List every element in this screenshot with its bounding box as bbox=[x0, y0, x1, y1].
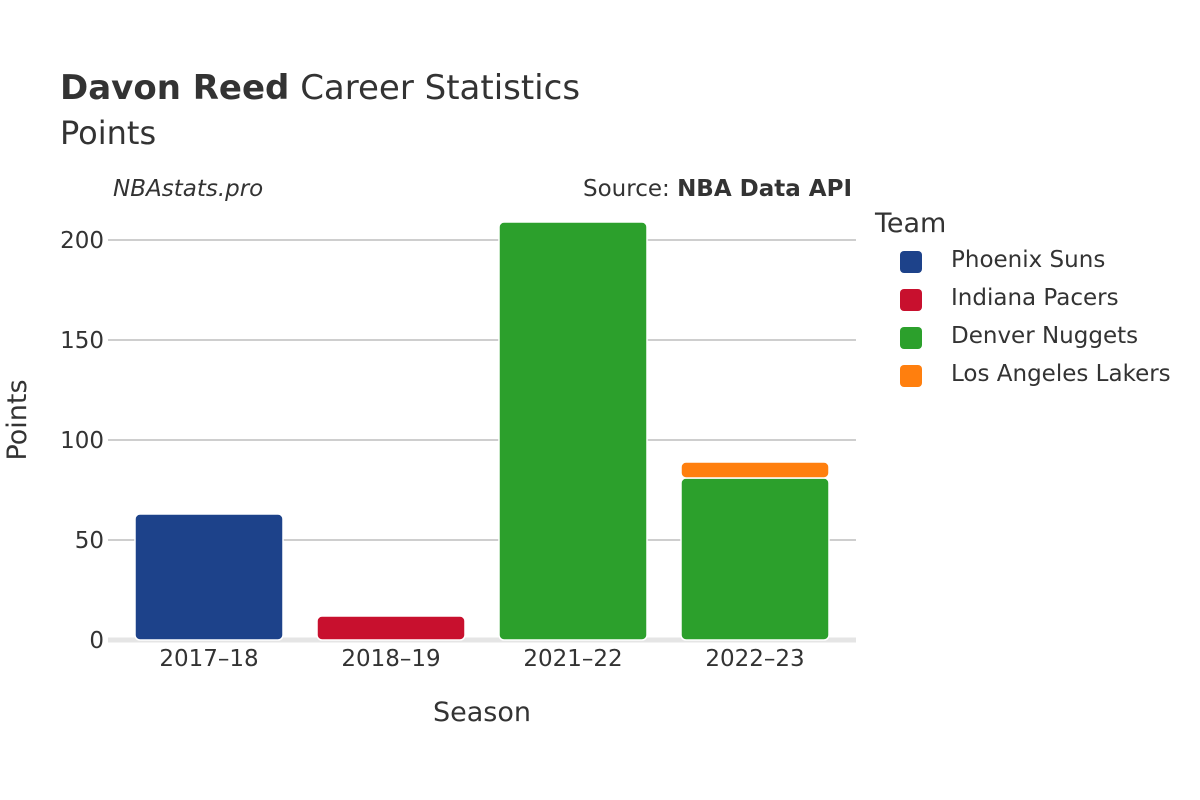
source-name: NBA Data API bbox=[677, 176, 852, 202]
legend-swatch bbox=[900, 327, 922, 349]
y-tick-label: 150 bbox=[60, 328, 104, 354]
data-source: Source: NBA Data API bbox=[583, 176, 852, 202]
legend-label: Indiana Pacers bbox=[951, 285, 1119, 311]
legend-label: Denver Nuggets bbox=[951, 323, 1139, 349]
chart-title: Davon Reed Career Statistics bbox=[60, 66, 580, 110]
legend-item-denver-nuggets[interactable]: Denver Nuggets bbox=[875, 321, 1195, 359]
title-rest: Career Statistics bbox=[300, 68, 581, 108]
y-axis-label: Points bbox=[2, 379, 33, 460]
bar-phoenix-suns[interactable] bbox=[134, 513, 284, 641]
bar-los-angeles-lakers[interactable] bbox=[680, 461, 830, 479]
legend-title: Team bbox=[875, 208, 947, 239]
y-tick-label: 50 bbox=[75, 528, 104, 554]
legend-swatch bbox=[900, 251, 922, 273]
legend-label: Phoenix Suns bbox=[951, 247, 1106, 273]
legend-swatch bbox=[900, 365, 922, 387]
x-tick-labels: 2017–18 2018–19 2021–22 2022–23 bbox=[159, 646, 804, 672]
legend-swatch bbox=[900, 289, 922, 311]
bar-denver-nuggets[interactable] bbox=[498, 221, 648, 641]
y-tick-label: 200 bbox=[60, 228, 104, 254]
y-tick-label: 0 bbox=[89, 628, 104, 654]
x-tick-label: 2017–18 bbox=[159, 646, 258, 672]
x-tick-label: 2018–19 bbox=[341, 646, 440, 672]
source-prefix: Source: bbox=[583, 176, 678, 202]
legend-item-indiana-pacers[interactable]: Indiana Pacers bbox=[875, 283, 1195, 321]
bar-indiana-pacers[interactable] bbox=[316, 615, 466, 641]
y-tick-labels: 0 50 100 150 200 bbox=[60, 228, 104, 654]
legend-item-los-angeles-lakers[interactable]: Los Angeles Lakers bbox=[875, 359, 1195, 397]
x-axis-label: Season bbox=[433, 697, 531, 728]
legend-label: Los Angeles Lakers bbox=[951, 361, 1171, 387]
legend-item-phoenix-suns[interactable]: Phoenix Suns bbox=[875, 245, 1195, 283]
legend: Team Phoenix Suns Indiana Pacers Denver … bbox=[875, 208, 1195, 397]
x-tick-label: 2022–23 bbox=[705, 646, 804, 672]
bars bbox=[134, 221, 830, 641]
chart-subtitle: Points bbox=[60, 114, 157, 152]
y-tick-label: 100 bbox=[60, 428, 104, 454]
player-name: Davon Reed bbox=[60, 68, 290, 108]
bar-denver-nuggets[interactable] bbox=[680, 477, 830, 641]
x-tick-label: 2021–22 bbox=[523, 646, 622, 672]
site-credit: NBAstats.pro bbox=[113, 176, 264, 202]
